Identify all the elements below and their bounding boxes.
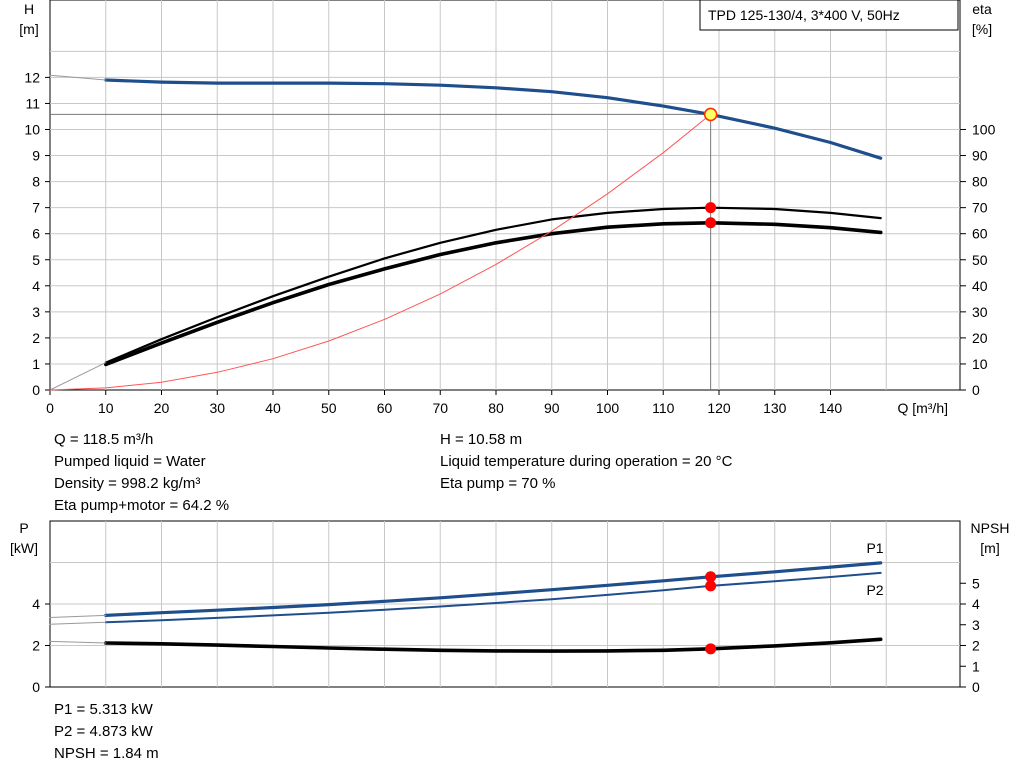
top-ytick-left: 3 [32,304,40,320]
bottom-ylabel-right-unit: [m] [980,540,999,556]
top-ytick-left: 0 [32,382,40,398]
top-eta-pump-curve [104,206,882,364]
top-ytick-right: 90 [972,148,988,164]
top-ytick-left: 2 [32,330,40,346]
info-p2: P2 = 4.873 kW [54,723,153,740]
top-ytick-right: 60 [972,226,988,242]
top-xtick: 30 [209,400,225,416]
bottom-ylabel-right: NPSH [971,520,1010,536]
top-xtick: 60 [377,400,393,416]
bottom-p1-curve [104,561,883,618]
info-eta-pump: Eta pump = 70 % [440,475,556,492]
top-ytick-left: 10 [24,122,40,138]
top-ytick-right: 70 [972,200,988,216]
top-ytick-left: 5 [32,252,40,268]
top-ytick-left: 11 [25,95,40,111]
top-xtick: 120 [707,400,731,416]
top-h-ext-curve [49,74,107,81]
p2-marker [705,580,717,592]
top-ytick-left: 1 [32,356,40,372]
top-h-curve [104,78,883,160]
info-npsh: NPSH = 1.84 m [54,745,159,762]
top-xtick: 10 [98,400,114,416]
bottom-ytick-right: 3 [972,617,980,633]
top-xtick: 40 [265,400,281,416]
bottom-p2-curve [104,571,882,624]
top-xtick: 70 [432,400,448,416]
top-xtick: 110 [652,400,675,416]
bottom-npsh-ext-curve [49,640,107,644]
top-plot-frame [49,0,961,391]
p1-marker [705,571,717,583]
bottom-npsh-curve [104,637,883,653]
info-density: Density = 998.2 kg/m³ [54,475,201,492]
bottom-ytick-right: 2 [972,638,980,654]
top-ylabel-right-unit: [%] [972,21,992,37]
top-ytick-right: 80 [972,174,988,190]
bottom-ytick-right: 4 [972,596,980,612]
info-eta-total: Eta pump+motor = 64.2 % [54,497,230,514]
top-xlabel: Q [m³/h] [897,400,948,416]
eta-pump-marker [705,202,717,214]
bottom-ylabel-left-unit: [kW] [10,540,38,556]
top-system-curve-curve [49,113,712,391]
series-label-p2: P2 [866,582,883,598]
chart-title: TPD 125-130/4, 3*400 V, 50Hz [708,7,900,23]
bottom-ytick-right: 5 [972,575,980,591]
title-box [699,0,959,31]
top-ytick-right: 30 [972,304,988,320]
top-ylabel-right: eta [972,1,992,17]
npsh-marker [705,643,717,655]
top-xtick: 20 [154,400,170,416]
top-ytick-left: 8 [32,174,40,190]
top-ytick-right: 10 [972,356,988,372]
info-temperature: Liquid temperature during operation = 20… [440,453,733,470]
bottom-ytick-left: 4 [32,596,40,612]
info-bottom: P1 = 5.313 kW P2 = 4.873 kW NPSH = 1.84 … [54,699,159,765]
top-xtick: 0 [46,400,54,416]
info-head: H = 10.58 m [440,431,523,448]
top-ylabel-left: H [24,1,34,17]
top-ytick-left: 4 [32,278,40,294]
top-ytick-right: 100 [972,122,996,138]
bottom-ytick-left: 2 [32,638,40,654]
top-xtick: 50 [321,400,337,416]
bottom-ytick-left: 0 [32,679,40,695]
duty-point-marker [703,107,718,122]
top-ytick-right: 40 [972,278,988,294]
top-eta-total-curve [104,221,883,367]
info-left: Q = 118.5 m³/h Pumped liquid = Water Den… [54,429,229,517]
bottom-p2-ext-curve [49,621,107,625]
top-xtick: 80 [488,400,504,416]
top-ytick-left: 6 [32,226,40,242]
info-right: H = 10.58 m Liquid temperature during op… [440,429,732,495]
top-ytick-left: 7 [32,200,40,216]
top-xtick: 100 [596,400,620,416]
bottom-ylabel-left: P [19,520,28,536]
top-xtick: 140 [819,400,843,416]
top-ytick-left: 9 [32,148,40,164]
info-p1: P1 = 5.313 kW [54,701,153,718]
info-liquid: Pumped liquid = Water [54,453,206,470]
top-ytick-right: 20 [972,330,988,346]
top-ylabel-left-unit: [m] [19,21,38,37]
top-ytick-left: 12 [24,69,40,85]
info-flow: Q = 118.5 m³/h [54,431,154,448]
series-label-p1: P1 [866,540,883,556]
bottom-ytick-right: 0 [972,679,980,695]
top-ytick-right: 50 [972,252,988,268]
bottom-p1-ext-curve [49,614,107,618]
bottom-ytick-right: 1 [972,658,980,674]
top-xtick: 90 [544,400,560,416]
top-xtick: 130 [763,400,787,416]
top-ytick-right: 0 [972,382,980,398]
top-eta-ext-curve [49,362,107,391]
eta-total-marker [705,217,717,229]
